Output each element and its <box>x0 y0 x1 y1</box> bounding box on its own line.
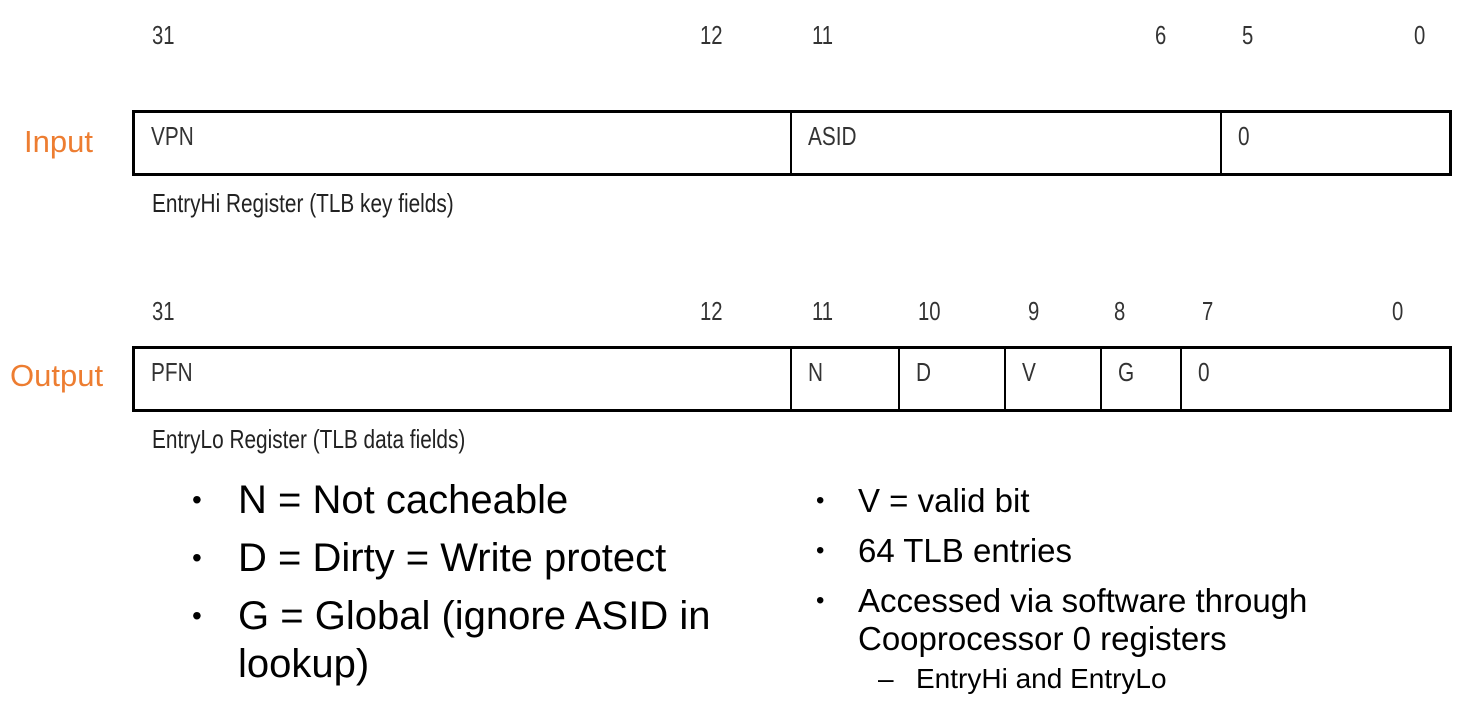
entryhi-caption: EntryHi Register (TLB key fields) <box>152 188 454 218</box>
field-label: ASID <box>808 121 857 151</box>
tlb-facts-list: • V = valid bit • 64 TLB entries • Acces… <box>800 482 1440 708</box>
list-item-text: 64 TLB entries <box>858 532 1073 569</box>
bit-number: 5 <box>1242 20 1254 50</box>
list-item: • G = Global (ignore ASID in lookup) <box>192 592 738 688</box>
bullet-icon: • <box>192 542 202 573</box>
bullet-icon: • <box>816 537 825 564</box>
bit-number: 12 <box>700 296 723 326</box>
field-label: 0 <box>1198 357 1210 387</box>
field-legend-list: • N = Not cacheable • D = Dirty = Write … <box>150 476 790 698</box>
bullet-icon: • <box>816 487 825 514</box>
list-item-text: Accessed via software through Cooprocess… <box>858 582 1308 657</box>
field-label: D <box>916 357 932 387</box>
entrylo-register: PFN N D V G 0 <box>132 346 1452 412</box>
field-label: 0 <box>1238 121 1250 151</box>
bit-number: 31 <box>152 296 175 326</box>
field-label: V <box>1022 357 1036 387</box>
field-pfn: PFN <box>135 349 790 409</box>
bit-number: 0 <box>1414 20 1426 50</box>
bullet-icon: • <box>192 600 202 631</box>
list-item: • D = Dirty = Write protect <box>150 534 790 582</box>
bit-number: 12 <box>700 20 723 50</box>
field-label: VPN <box>151 121 194 151</box>
field-n: N <box>790 349 898 409</box>
field-v: V <box>1004 349 1100 409</box>
entryhi-register: VPN ASID 0 <box>132 110 1452 176</box>
list-item-text: D = Dirty = Write protect <box>238 536 667 580</box>
list-item-text: V = valid bit <box>858 482 1030 519</box>
bit-number: 11 <box>812 296 834 326</box>
field-g: G <box>1100 349 1180 409</box>
sub-list-item: – EntryHi and EntryLo <box>858 662 1398 696</box>
field-label: N <box>808 357 824 387</box>
list-item: • V = valid bit <box>800 482 1440 520</box>
bit-number: 11 <box>812 20 834 50</box>
bullet-icon: • <box>192 484 202 515</box>
list-item: • Accessed via software through Cooproce… <box>800 582 1398 696</box>
bit-number: 8 <box>1114 296 1126 326</box>
list-item: • N = Not cacheable <box>150 476 790 524</box>
field-label: G <box>1118 357 1135 387</box>
list-item-text: G = Global (ignore ASID in lookup) <box>238 594 711 686</box>
list-item-text: N = Not cacheable <box>238 478 569 522</box>
bit-number: 9 <box>1028 296 1040 326</box>
bit-number: 10 <box>918 296 941 326</box>
field-zero: 0 <box>1220 113 1449 173</box>
bit-number: 6 <box>1155 20 1167 50</box>
field-zero: 0 <box>1180 349 1449 409</box>
list-item: • 64 TLB entries <box>800 532 1440 570</box>
bit-number: 31 <box>152 20 175 50</box>
output-label: Output <box>10 358 104 393</box>
input-label: Input <box>24 124 93 159</box>
field-asid: ASID <box>790 113 1220 173</box>
bit-number: 0 <box>1392 296 1404 326</box>
entrylo-caption: EntryLo Register (TLB data fields) <box>152 424 466 454</box>
bit-number: 7 <box>1202 296 1214 326</box>
sub-list-item-text: EntryHi and EntryLo <box>916 663 1167 694</box>
dash-icon: – <box>878 663 894 694</box>
field-vpn: VPN <box>135 113 790 173</box>
field-d: D <box>898 349 1004 409</box>
field-label: PFN <box>151 357 193 387</box>
bullet-icon: • <box>816 587 825 614</box>
